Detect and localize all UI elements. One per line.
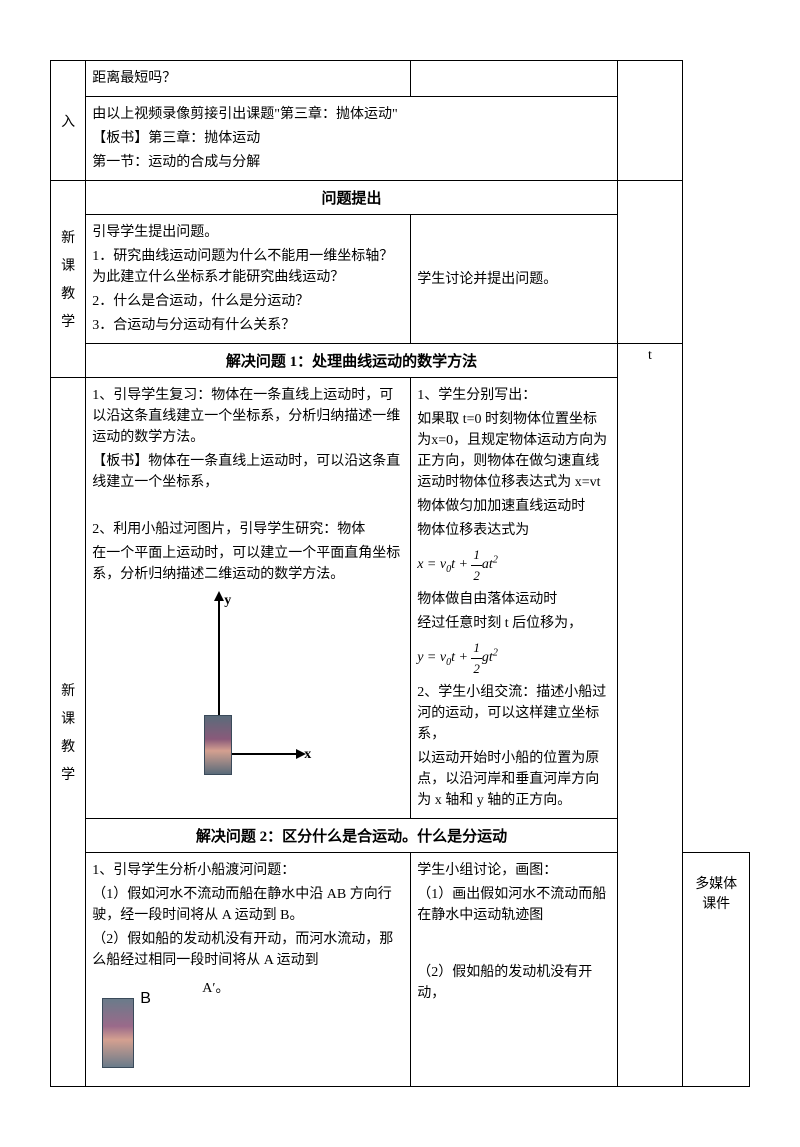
row-label-ru: 入 [51,61,86,181]
q3: 3．合运动与分运动有什么关系？ [92,315,404,336]
spacer-2 [417,929,610,959]
freefall-2: 经过任意时刻 t 后位移为， [417,613,610,634]
cell-aux-media: 多媒体课件 [683,853,750,1087]
q2: 2．什么是合运动，什么是分运动？ [92,291,404,312]
guide-review: 1、引导学生复习：物体在一条直线上运动时，可以沿这条直线建立一个坐标系，分析归纳… [92,385,404,448]
row-label-xinke2: 新课教学 [51,378,86,1087]
cell-solve1-left: 1、引导学生复习：物体在一条直线上运动时，可以沿这条直线建立一个坐标系，分析归纳… [86,378,411,819]
student-discuss: 学生讨论并提出问题。 [417,269,610,290]
group-draw: 学生小组讨论，画图： [417,860,610,881]
boat-icon [204,715,232,775]
case-2a: （2）假如船的发动机没有开动，而河水流动，那么船经过相同一段时间将从 A 运动到 [92,929,404,971]
cell-aux-2 [617,181,683,344]
row-label-xinke1: 新课教学 [51,181,86,378]
case-2b: A′。 [202,978,229,999]
coordinate-diagram: y x [188,595,308,795]
header-problem: 问题提出 [86,181,617,215]
y-axis-label: y [224,593,231,609]
cell-r1-right [411,61,617,97]
t-label: t [648,348,652,363]
cell-solve2-right: 学生小组讨论，画图： （1）画出假如河水不流动而船在静水中运动轨迹图 （2）假如… [411,853,617,1087]
x-axis-label: x [304,747,311,763]
q1: 1．研究曲线运动问题为什么不能用一维坐标轴？为此建立什么坐标系才能研究曲线运动？ [92,246,404,288]
section-text: 第一节：运动的合成与分解 [92,152,610,173]
cell-solve2-left: 1、引导学生分析小船渡河问题： （1）假如河水不流动而船在静水中沿 AB 方向行… [86,853,411,1087]
guide-boat: 2、利用小船过河图片，引导学生研究：物体 [92,519,404,540]
intro-text: 由以上视频录像剪接引出课题"第三章：抛体运动" [92,104,610,125]
student-write: 1、学生分别写出： [417,385,610,406]
cell-r1-left: 距离最短吗？ [86,61,411,97]
board-text-1: 【板书】第三章：抛体运动 [92,128,610,149]
point-b-label: B [140,990,151,1008]
cond-3: 物体位移表达式为 [417,520,610,541]
cell-questions-left: 引导学生提出问题。 1．研究曲线运动问题为什么不能用一维坐标轴？为此建立什么坐标… [86,215,411,344]
text-distance-q: 距离最短吗？ [92,68,404,89]
header-solve1: 解决问题 1：处理曲线运动的数学方法 [86,344,617,378]
spacer [92,496,404,516]
lesson-plan-table: 入 距离最短吗？ 由以上视频录像剪接引出课题"第三章：抛体运动" 【板书】第三章… [50,60,750,1087]
freefall-1: 物体做自由落体运动时 [417,589,610,610]
guide-river: 1、引导学生分析小船渡河问题： [92,860,404,881]
boat-icon-2 [102,998,134,1068]
case-1: （1）假如河水不流动而船在静水中沿 AB 方向行驶，经一段时间将从 A 运动到 … [92,884,404,926]
header-solve2: 解决问题 2：区分什么是合运动。什么是分运动 [86,819,617,853]
cell-r1-aux [617,61,683,181]
multimedia-label: 多媒体课件 [695,877,737,912]
guide-plane: 在一个平面上运动时，可以建立一个平面直角坐标系，分析归纳描述二维运动的数学方法。 [92,543,404,585]
cell-questions-right: 学生讨论并提出问题。 [411,215,617,344]
draw-2: （2）假如船的发动机没有开动， [417,962,610,1004]
formula-x: x = v0t + 12at2 [417,545,610,585]
cell-r2: 由以上视频录像剪接引出课题"第三章：抛体运动" 【板书】第三章：抛体运动 第一节… [86,97,617,181]
origin-setup: 以运动开始时小船的位置为原点，以沿河岸和垂直河岸方向为 x 轴和 y 轴的正方向… [417,748,610,811]
cell-aux-t: t [617,344,683,1087]
cond-2: 物体做匀加加速直线运动时 [417,496,610,517]
boat-diagram-2: B [102,978,182,1078]
draw-1: （1）画出假如河水不流动而船在静水中运动轨迹图 [417,884,610,926]
group-discuss: 2、学生小组交流：描述小船过河的运动，可以这样建立坐标系， [417,682,610,745]
cell-solve1-right: 1、学生分别写出： 如果取 t=0 时刻物体位置坐标为x=0，且规定物体运动方向… [411,378,617,819]
q-intro: 引导学生提出问题。 [92,222,404,243]
formula-y: y = v0t + 12gt2 [417,638,610,678]
board-text-2: 【板书】物体在一条直线上运动时，可以沿这条直线建立一个坐标系， [92,451,404,493]
cond-1: 如果取 t=0 时刻物体位置坐标为x=0，且规定物体运动方向为正方向，则物体在做… [417,409,610,493]
y-axis-arrow-icon [214,591,224,601]
